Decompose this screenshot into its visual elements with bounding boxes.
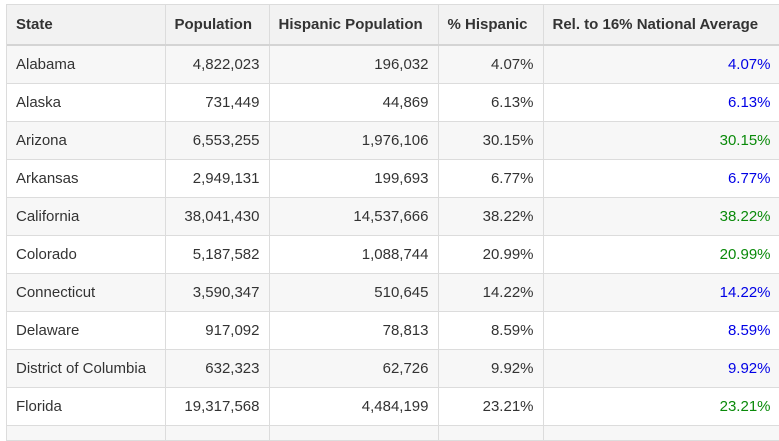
cell-relative: 20.99% bbox=[543, 235, 779, 274]
cell-hispanic-population: 196,032 bbox=[269, 45, 439, 84]
column-header-relative[interactable]: Rel. to 16% National Average bbox=[543, 5, 779, 46]
cell-population: 917,092 bbox=[165, 311, 270, 350]
cell-hispanic-population: 510,645 bbox=[269, 273, 439, 312]
cell-state: Delaware bbox=[7, 311, 166, 350]
data-table-container: State Population Hispanic Population % H… bbox=[6, 4, 779, 441]
cell-hispanic-population: 4,484,199 bbox=[269, 387, 439, 426]
table-row: Arizona 6,553,255 1,976,106 30.15% 30.15… bbox=[7, 121, 779, 160]
cell-pct-hispanic: 20.99% bbox=[438, 235, 544, 274]
cell-hispanic-population: 78,813 bbox=[269, 311, 439, 350]
cell-pct-hispanic: 38.22% bbox=[438, 197, 544, 236]
cell-relative: 6.77% bbox=[543, 159, 779, 198]
table-row: Connecticut 3,590,347 510,645 14.22% 14.… bbox=[7, 273, 779, 312]
cell-population: 731,449 bbox=[165, 83, 270, 122]
table-row: District of Columbia 632,323 62,726 9.92… bbox=[7, 349, 779, 388]
cell-pct-hispanic: 6.13% bbox=[438, 83, 544, 122]
cell-empty bbox=[269, 425, 439, 441]
cell-state: Alaska bbox=[7, 83, 166, 122]
cell-hispanic-population: 14,537,666 bbox=[269, 197, 439, 236]
cell-pct-hispanic: 9.92% bbox=[438, 349, 544, 388]
cell-pct-hispanic: 4.07% bbox=[438, 45, 544, 84]
cell-relative: 8.59% bbox=[543, 311, 779, 350]
cell-pct-hispanic: 6.77% bbox=[438, 159, 544, 198]
cell-pct-hispanic: 23.21% bbox=[438, 387, 544, 426]
cell-hispanic-population: 44,869 bbox=[269, 83, 439, 122]
table-row: Colorado 5,187,582 1,088,744 20.99% 20.9… bbox=[7, 235, 779, 274]
cell-population: 2,949,131 bbox=[165, 159, 270, 198]
cell-pct-hispanic: 8.59% bbox=[438, 311, 544, 350]
table-row: California 38,041,430 14,537,666 38.22% … bbox=[7, 197, 779, 236]
cell-population: 38,041,430 bbox=[165, 197, 270, 236]
cell-state: Alabama bbox=[7, 45, 166, 84]
table-row: Arkansas 2,949,131 199,693 6.77% 6.77% bbox=[7, 159, 779, 198]
hispanic-population-table: State Population Hispanic Population % H… bbox=[7, 5, 779, 441]
cell-pct-hispanic: 30.15% bbox=[438, 121, 544, 160]
cell-pct-hispanic: 14.22% bbox=[438, 273, 544, 312]
cell-relative: 38.22% bbox=[543, 197, 779, 236]
cell-hispanic-population: 62,726 bbox=[269, 349, 439, 388]
table-row: Alaska 731,449 44,869 6.13% 6.13% bbox=[7, 83, 779, 122]
cell-relative: 4.07% bbox=[543, 45, 779, 84]
cell-population: 4,822,023 bbox=[165, 45, 270, 84]
cell-hispanic-population: 1,088,744 bbox=[269, 235, 439, 274]
table-row: Delaware 917,092 78,813 8.59% 8.59% bbox=[7, 311, 779, 350]
cell-state: Connecticut bbox=[7, 273, 166, 312]
cell-empty bbox=[165, 425, 270, 441]
cell-relative: 23.21% bbox=[543, 387, 779, 426]
cell-state: Florida bbox=[7, 387, 166, 426]
cell-relative: 9.92% bbox=[543, 349, 779, 388]
cell-state: California bbox=[7, 197, 166, 236]
cell-population: 6,553,255 bbox=[165, 121, 270, 160]
table-header-row: State Population Hispanic Population % H… bbox=[7, 5, 779, 46]
cell-relative: 30.15% bbox=[543, 121, 779, 160]
cell-relative: 6.13% bbox=[543, 83, 779, 122]
column-header-pct-hispanic[interactable]: % Hispanic bbox=[438, 5, 544, 46]
cell-state: Arizona bbox=[7, 121, 166, 160]
column-header-hispanic-population[interactable]: Hispanic Population bbox=[269, 5, 439, 46]
cell-empty bbox=[7, 425, 166, 441]
cell-empty bbox=[438, 425, 544, 441]
cell-population: 19,317,568 bbox=[165, 387, 270, 426]
cell-hispanic-population: 199,693 bbox=[269, 159, 439, 198]
table-row: Florida 19,317,568 4,484,199 23.21% 23.2… bbox=[7, 387, 779, 426]
cell-hispanic-population: 1,976,106 bbox=[269, 121, 439, 160]
column-header-state[interactable]: State bbox=[7, 5, 166, 46]
cell-population: 3,590,347 bbox=[165, 273, 270, 312]
cell-state: Colorado bbox=[7, 235, 166, 274]
cell-state: District of Columbia bbox=[7, 349, 166, 388]
cell-empty bbox=[543, 425, 779, 441]
cell-state: Arkansas bbox=[7, 159, 166, 198]
table-row-partial bbox=[7, 425, 779, 441]
table-row: Alabama 4,822,023 196,032 4.07% 4.07% bbox=[7, 45, 779, 84]
cell-population: 5,187,582 bbox=[165, 235, 270, 274]
column-header-population[interactable]: Population bbox=[165, 5, 270, 46]
cell-relative: 14.22% bbox=[543, 273, 779, 312]
cell-population: 632,323 bbox=[165, 349, 270, 388]
